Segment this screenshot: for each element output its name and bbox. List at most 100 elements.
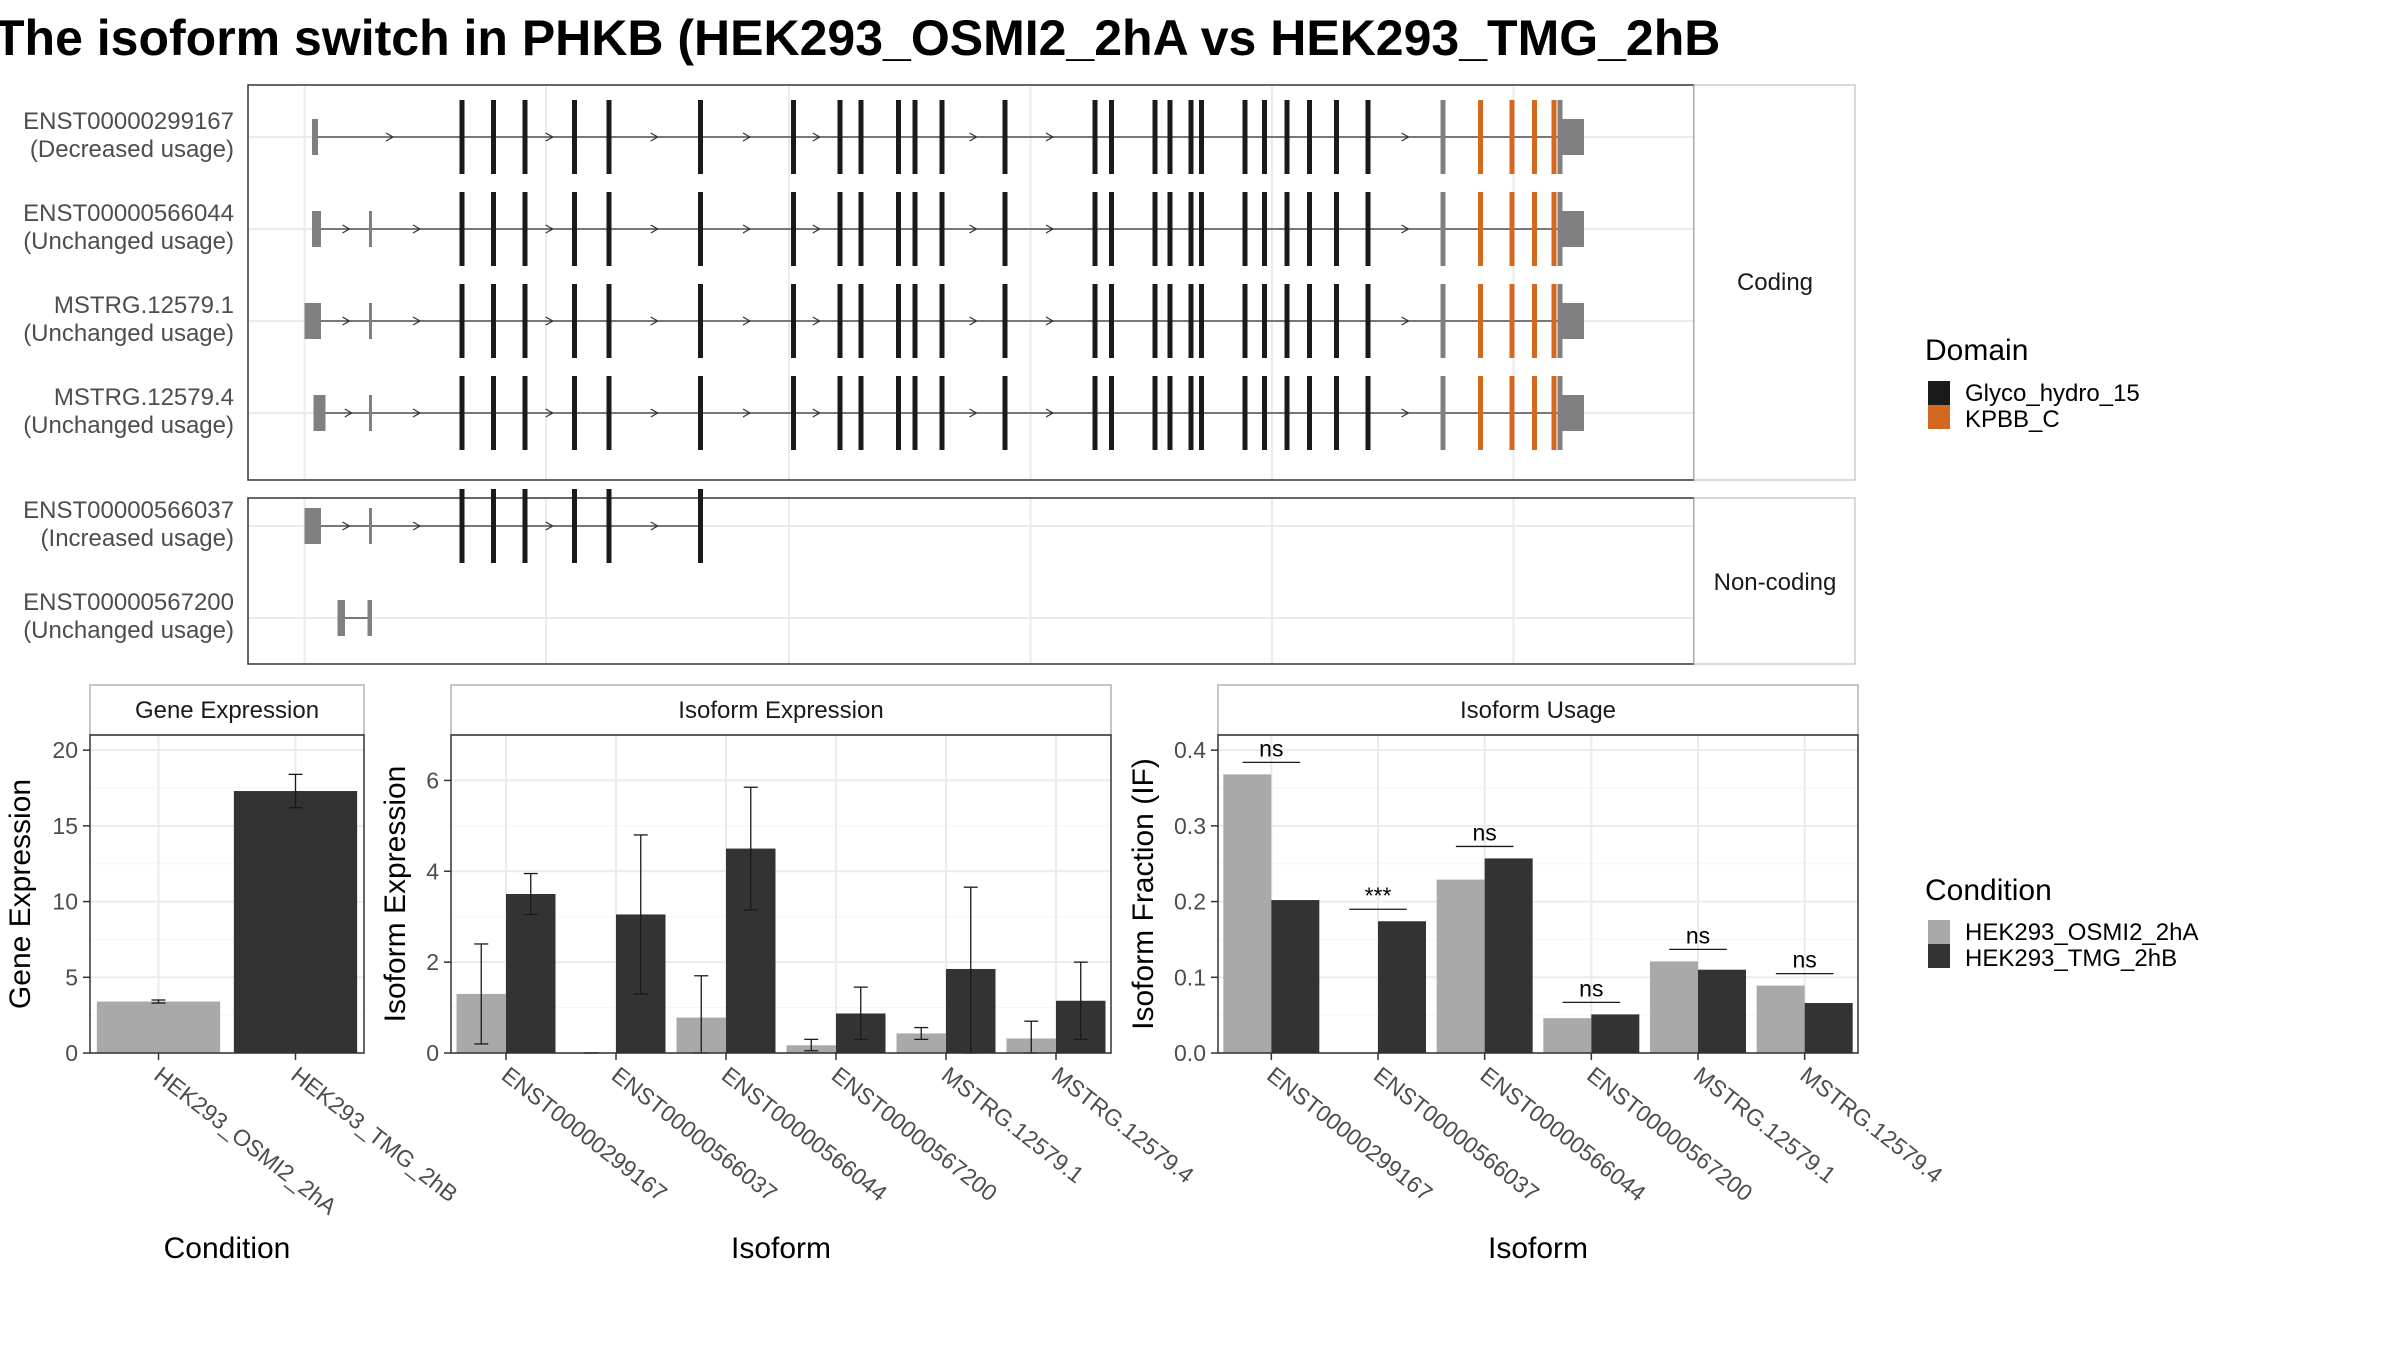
y-tick-label: 0.4 — [1174, 737, 1206, 763]
glyco-hydro-15-exon — [912, 284, 918, 358]
legend-key-tmg — [1928, 944, 1950, 968]
bar — [1484, 858, 1533, 1053]
noncoding-facet-label: Non-coding — [1714, 569, 1837, 596]
intron-arrow — [342, 316, 351, 326]
bar-charts: Gene Expression05101520HEK293_OSMI2_2hAH… — [4, 684, 1948, 1265]
kpbb-c-exon — [1532, 192, 1537, 266]
kpbb-c-exon — [1509, 284, 1515, 358]
utr-exon — [369, 508, 372, 544]
chart-title: Isoform Usage — [1460, 697, 1616, 724]
transcript-id-label: ENST00000299167 — [23, 108, 234, 135]
kpbb-c-exon — [1551, 376, 1557, 450]
intron-arrow — [342, 521, 351, 531]
glyco-hydro-15-exon — [896, 376, 901, 450]
utr-exon — [312, 211, 321, 247]
glyco-hydro-15-exon — [522, 100, 528, 174]
intron-arrow — [1401, 132, 1410, 142]
legend-label-osmi2: HEK293_OSMI2_2hA — [1965, 919, 2198, 946]
glyco-hydro-15-exon — [1365, 192, 1371, 266]
coding-exon — [1440, 284, 1446, 358]
figure-title: The isoform switch in PHKB (HEK293_OSMI2… — [0, 10, 1720, 66]
transcript-id-label: MSTRG.12579.1 — [54, 292, 234, 319]
intron-arrow — [342, 224, 351, 234]
bar — [1543, 1018, 1592, 1053]
glyco-hydro-15-exon — [858, 376, 864, 450]
glyco-hydro-15-exon — [1242, 376, 1248, 450]
utr-exon — [369, 395, 372, 431]
glyco-hydro-15-exon — [698, 376, 703, 450]
coding-exon — [1440, 376, 1446, 450]
intron-arrow — [742, 132, 752, 142]
glyco-hydro-15-exon — [1002, 192, 1008, 266]
glyco-hydro-15-exon — [1152, 100, 1158, 174]
intron-arrow — [650, 224, 659, 234]
glyco-hydro-15-exon — [491, 376, 496, 450]
glyco-hydro-15-exon — [1365, 100, 1371, 174]
glyco-hydro-15-exon — [1199, 376, 1204, 450]
intron-arrow — [1045, 408, 1055, 418]
utr-exon — [337, 600, 345, 636]
intron-arrow — [545, 408, 554, 418]
intron-arrow — [412, 224, 422, 234]
kpbb-c-exon — [1532, 376, 1537, 450]
glyco-hydro-15-exon — [1307, 284, 1312, 358]
glyco-hydro-15-exon — [1152, 284, 1158, 358]
glyco-hydro-15-exon — [698, 489, 703, 563]
significance-label: ns — [1686, 922, 1710, 948]
kpbb-c-exon — [1509, 100, 1515, 174]
intron-arrow — [742, 224, 752, 234]
intron-arrow — [1045, 316, 1055, 326]
y-tick-label: 0 — [426, 1040, 439, 1066]
glyco-hydro-15-exon — [1242, 284, 1248, 358]
plot-frame — [89, 734, 365, 1054]
y-tick-label: 2 — [426, 949, 439, 975]
facet-strip — [450, 684, 1112, 736]
intron-arrow — [412, 521, 422, 531]
intron-arrow — [650, 408, 659, 418]
kpbb-c-exon — [1551, 284, 1557, 358]
intron-arrow — [1401, 224, 1410, 234]
glyco-hydro-15-exon — [606, 489, 612, 563]
glyco-hydro-15-exon — [1002, 284, 1008, 358]
glyco-hydro-15-exon — [1109, 376, 1114, 450]
plot-frame — [450, 734, 1112, 1054]
glyco-hydro-15-exon — [459, 489, 465, 563]
utr-exon — [304, 508, 321, 544]
glyco-hydro-15-exon — [572, 100, 577, 174]
glyco-hydro-15-exon — [1307, 376, 1312, 450]
bar — [1378, 921, 1426, 1053]
glyco-hydro-15-exon — [522, 284, 528, 358]
utr-exon — [1561, 395, 1584, 431]
y-tick-label: 10 — [52, 889, 78, 915]
kpbb-c-exon — [1478, 376, 1483, 450]
glyco-hydro-15-exon — [1109, 192, 1114, 266]
intron-arrow — [412, 316, 422, 326]
transcript-track — [304, 489, 703, 563]
glyco-hydro-15-exon — [1188, 284, 1194, 358]
glyco-hydro-15-exon — [1167, 192, 1173, 266]
glyco-hydro-15-exon — [1002, 100, 1008, 174]
transcript-usage-label: (Unchanged usage) — [23, 412, 234, 439]
bar — [1271, 900, 1320, 1053]
error-bar — [151, 999, 166, 1004]
isoform-expression-chart: Isoform Expression0246ENST00000299167ENS… — [379, 684, 1199, 1265]
error-bar — [523, 872, 538, 916]
coding-facet-label: Coding — [1737, 269, 1813, 296]
y-tick-label: 0 — [65, 1040, 78, 1066]
glyco-hydro-15-exon — [1167, 376, 1173, 450]
glyco-hydro-15-exon — [491, 489, 496, 563]
glyco-hydro-15-exon — [1242, 100, 1248, 174]
intron-arrow — [545, 316, 554, 326]
transcript-track — [304, 284, 1584, 358]
transcript-usage-label: (Increased usage) — [41, 525, 234, 552]
glyco-hydro-15-exon — [459, 376, 465, 450]
intron-arrow — [1401, 408, 1410, 418]
bar — [1756, 985, 1805, 1053]
error-bar — [853, 986, 868, 1041]
intron-arrow — [1045, 132, 1055, 142]
transcript-id-label: ENST00000566037 — [23, 497, 234, 524]
glyco-hydro-15-exon — [791, 100, 796, 174]
intron-arrow — [650, 521, 659, 531]
glyco-hydro-15-exon — [491, 100, 496, 174]
glyco-hydro-15-exon — [1307, 100, 1312, 174]
